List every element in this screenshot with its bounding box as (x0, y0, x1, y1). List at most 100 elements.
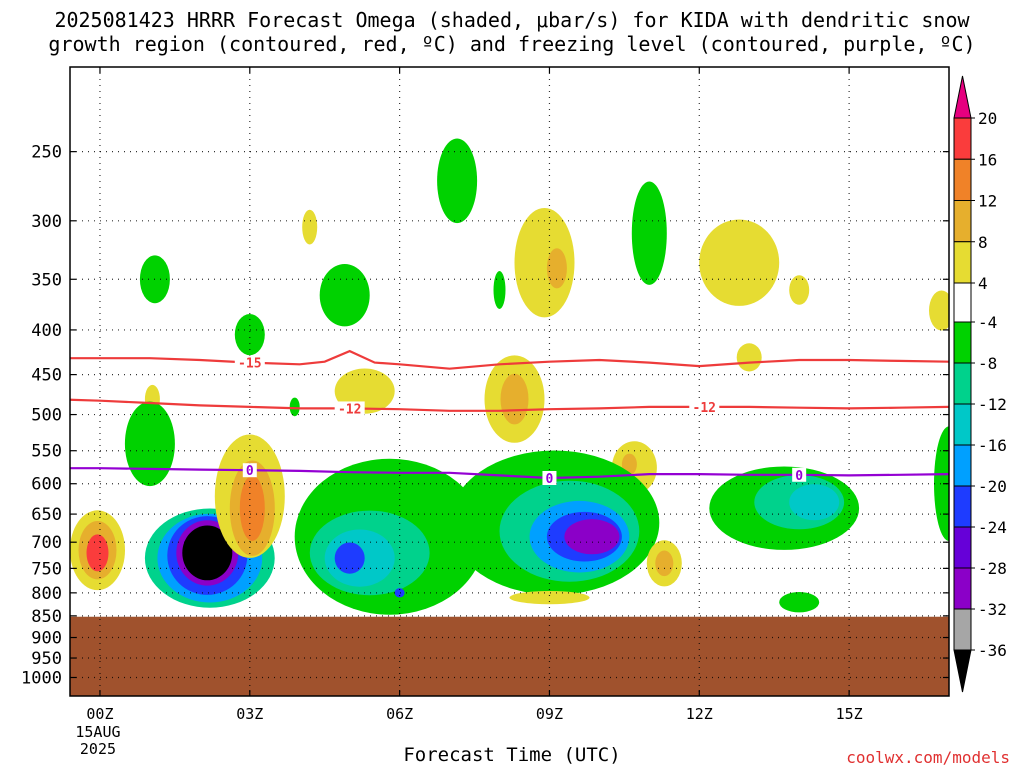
x-tick-label: 09Z (536, 705, 563, 723)
colorbar-arrow-top (953, 75, 972, 119)
y-tick-label: 550 (31, 442, 62, 462)
colorbar-label: -16 (978, 436, 1007, 455)
omega-cell (234, 314, 265, 356)
x-tick-label: 12Z (686, 705, 713, 723)
colorbar-swatch (953, 608, 972, 651)
y-tick-label: 500 (31, 406, 62, 426)
x-tick-date: 15AUG (75, 723, 120, 741)
colorbar-swatch (953, 567, 972, 610)
omega-cell (239, 475, 265, 541)
x-tick-label: 03Z (236, 705, 263, 723)
colorbar-label: -20 (978, 477, 1007, 496)
ground-mask (70, 616, 949, 696)
colorbar-label: 8 (978, 233, 988, 252)
y-axis: 250 300 350 400 450 500 550 600 650 700 750 800 8509… (21, 143, 949, 688)
omega-cell (124, 401, 175, 487)
x-tick-label: 15Z (836, 705, 863, 723)
contour-label-bg (689, 399, 720, 414)
contour-label-bg (334, 401, 365, 416)
y-tick-label: 850 (31, 607, 62, 627)
contour-label: 0 (795, 469, 803, 484)
y-tick-label: 300 (31, 212, 62, 232)
y-tick-label: 750 (31, 559, 62, 579)
y-tick-label: 800 (31, 584, 62, 604)
x-tick-label: 06Z (386, 705, 413, 723)
omega-cell (302, 209, 318, 245)
y-tick-label: 600 (31, 475, 62, 495)
colorbar-label: -8 (978, 354, 997, 373)
colorbar-arrow-bottom (953, 649, 972, 693)
contour-label: 0 (246, 464, 254, 479)
contour-lines: -15 -12 -12 0 0 0 (70, 349, 949, 487)
omega-cell (182, 525, 233, 581)
grid-lines (70, 67, 949, 696)
contour-label: -15 (238, 357, 261, 372)
colorbar-swatch (953, 241, 972, 284)
colorbar-label: -12 (978, 395, 1007, 414)
chart-title: 2025081423 HRRR Forecast Omega (shaded, … (0, 8, 1024, 56)
omega-cell (86, 534, 109, 572)
omega-cell (736, 343, 762, 372)
contour-label-bg (542, 470, 557, 485)
contour-label: -12 (338, 402, 361, 417)
contour-line (70, 398, 949, 412)
colorbar-swatch (953, 444, 972, 487)
x-tick-year: 2025 (80, 740, 116, 758)
omega-cell (319, 264, 370, 327)
y-tick-label: 1000 (21, 668, 62, 688)
omega-cell (655, 550, 674, 577)
omega-shading (70, 138, 949, 615)
ground-fill (70, 616, 949, 696)
x-tick-label: 00Z (86, 705, 113, 723)
omega-cell (934, 426, 949, 541)
omega-cell (437, 138, 478, 224)
y-tick-label: 400 (31, 321, 62, 341)
colorbar-label: -24 (978, 518, 1007, 537)
omega-cell (289, 397, 300, 417)
omega-cell (789, 484, 840, 521)
omega-cell (394, 588, 405, 598)
contour-line (70, 349, 949, 370)
omega-cell (509, 591, 590, 605)
colorbar-swatch (953, 158, 972, 201)
colorbar-swatch (953, 200, 972, 243)
colorbar-label: 4 (978, 274, 988, 293)
omega-cell (493, 271, 506, 309)
y-tick-label: 700 (31, 533, 62, 553)
colorbar-swatch (953, 485, 972, 528)
contour-label: 0 (546, 472, 554, 487)
omega-cell (500, 373, 529, 425)
plot-frame (69, 66, 950, 697)
y-tick-label: 650 (31, 505, 62, 525)
credit-text: coolwx.com/models (846, 748, 1010, 767)
y-tick-label: 350 (31, 270, 62, 290)
contour-label-bg (242, 463, 257, 478)
y-tick-label: 900 (31, 629, 62, 649)
colorbar-swatch (953, 403, 972, 446)
omega-cell (546, 248, 567, 289)
colorbar-label: -36 (978, 641, 1007, 660)
colorbar-label: -32 (978, 600, 1007, 619)
omega-cell (564, 519, 620, 555)
omega-cell (789, 275, 810, 305)
title-line-1: 2025081423 HRRR Forecast Omega (shaded, … (54, 8, 970, 32)
y-tick-label: 250 (31, 143, 62, 163)
colorbar-label: -4 (978, 313, 997, 332)
contour-line (70, 467, 949, 480)
omega-cell (621, 453, 637, 475)
contour-label-bg (234, 355, 265, 370)
omega-cell (699, 219, 780, 306)
x-axis-title: Forecast Time (UTC) (403, 744, 621, 766)
colorbar-label: 12 (978, 192, 997, 211)
omega-cell (631, 181, 667, 285)
colorbar-swatch (953, 282, 972, 323)
omega-cell (514, 208, 575, 318)
omega-cell (779, 592, 820, 613)
colorbar-label: 20 (978, 109, 997, 128)
colorbar-swatch (953, 321, 972, 364)
y-tick-label: 450 (31, 366, 62, 386)
colorbar: -36 -32 -28 -24 -20 -16 -12 -8 -4 4 8 12 16 20 (953, 75, 1007, 693)
colorbar-label: 16 (978, 150, 997, 169)
